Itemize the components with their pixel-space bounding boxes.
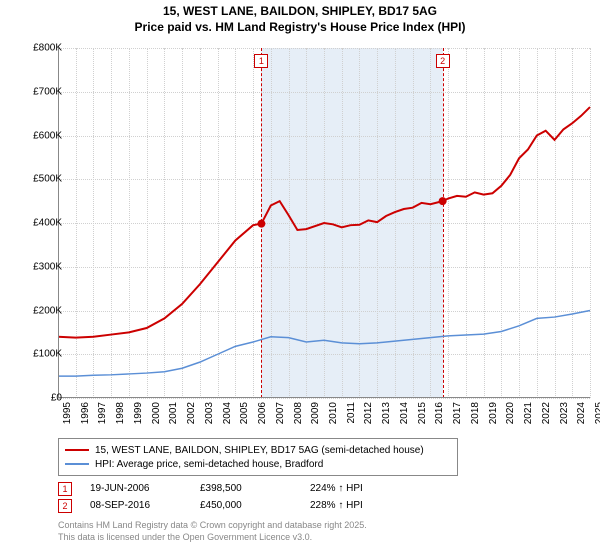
marker-dot-1	[257, 220, 265, 228]
x-tick-label: 2024	[576, 402, 587, 424]
x-tick-label: 2020	[505, 402, 516, 424]
data-point-date: 08-SEP-2016	[90, 500, 200, 511]
x-tick-label: 2010	[328, 402, 339, 424]
x-tick-label: 2018	[470, 402, 481, 424]
footer-attribution: Contains HM Land Registry data © Crown c…	[58, 520, 367, 543]
x-tick-label: 2001	[168, 402, 179, 424]
data-point-price: £398,500	[200, 483, 310, 494]
data-point-row: 1 19-JUN-2006£398,500224% ↑ HPI	[58, 480, 420, 497]
legend-swatch	[65, 463, 89, 465]
marker-data-table: 1 19-JUN-2006£398,500224% ↑ HPI 2 08-SEP-20…	[58, 480, 420, 514]
data-point-row: 2 08-SEP-2016£450,000228% ↑ HPI	[58, 497, 420, 514]
title-line-2: Price paid vs. HM Land Registry's House …	[0, 20, 600, 36]
gridline-v	[590, 48, 591, 398]
x-tick-label: 2009	[310, 402, 321, 424]
x-tick-label: 2013	[381, 402, 392, 424]
x-tick-label: 2023	[559, 402, 570, 424]
data-point-delta: 228% ↑ HPI	[310, 500, 420, 511]
footer-line-1: Contains HM Land Registry data © Crown c…	[58, 520, 367, 532]
marker-label-1: 1	[254, 54, 268, 68]
x-tick-label: 2002	[186, 402, 197, 424]
legend-swatch	[65, 449, 89, 451]
y-tick-label: £800K	[12, 43, 62, 54]
x-tick-label: 2019	[488, 402, 499, 424]
x-tick-label: 1996	[80, 402, 91, 424]
data-point-marker: 2	[58, 499, 72, 513]
x-tick-label: 2021	[523, 402, 534, 424]
title-block: 15, WEST LANE, BAILDON, SHIPLEY, BD17 5A…	[0, 0, 600, 37]
y-tick-label: £100K	[12, 349, 62, 360]
x-tick-label: 2014	[399, 402, 410, 424]
y-tick-label: £0	[12, 393, 62, 404]
footer-line-2: This data is licensed under the Open Gov…	[58, 532, 367, 544]
x-tick-label: 1997	[97, 402, 108, 424]
marker-label-2: 2	[436, 54, 450, 68]
chart-plot-area: 12	[58, 48, 590, 398]
x-tick-label: 2025	[594, 402, 600, 424]
x-tick-label: 2017	[452, 402, 463, 424]
x-tick-label: 1995	[62, 402, 73, 424]
y-tick-label: £400K	[12, 218, 62, 229]
x-tick-label: 2011	[346, 402, 357, 424]
data-point-date: 19-JUN-2006	[90, 483, 200, 494]
x-tick-label: 1998	[115, 402, 126, 424]
y-tick-label: £700K	[12, 86, 62, 97]
x-tick-label: 1999	[133, 402, 144, 424]
x-tick-label: 2000	[151, 402, 162, 424]
x-tick-label: 2016	[434, 402, 445, 424]
x-tick-label: 2012	[363, 402, 374, 424]
x-tick-label: 2022	[541, 402, 552, 424]
x-tick-label: 2015	[417, 402, 428, 424]
marker-dot-2	[439, 197, 447, 205]
y-tick-label: £600K	[12, 130, 62, 141]
data-point-marker: 1	[58, 482, 72, 496]
title-line-1: 15, WEST LANE, BAILDON, SHIPLEY, BD17 5A…	[0, 4, 600, 20]
y-tick-label: £200K	[12, 305, 62, 316]
chart-svg	[58, 48, 590, 398]
y-tick-label: £300K	[12, 261, 62, 272]
legend-row: HPI: Average price, semi-detached house,…	[65, 457, 451, 471]
legend-row: 15, WEST LANE, BAILDON, SHIPLEY, BD17 5A…	[65, 443, 451, 457]
series-line-property	[58, 107, 590, 338]
legend-text: 15, WEST LANE, BAILDON, SHIPLEY, BD17 5A…	[95, 445, 424, 456]
x-tick-label: 2005	[239, 402, 250, 424]
x-tick-label: 2004	[222, 402, 233, 424]
x-tick-label: 2008	[293, 402, 304, 424]
y-tick-label: £500K	[12, 174, 62, 185]
series-line-hpi	[58, 311, 590, 377]
plot-background: 12	[58, 48, 590, 398]
gridline-h	[58, 398, 590, 399]
legend-text: HPI: Average price, semi-detached house,…	[95, 459, 323, 470]
x-tick-label: 2007	[275, 402, 286, 424]
data-point-price: £450,000	[200, 500, 310, 511]
chart-container: 15, WEST LANE, BAILDON, SHIPLEY, BD17 5A…	[0, 0, 600, 560]
x-tick-label: 2003	[204, 402, 215, 424]
data-point-delta: 224% ↑ HPI	[310, 483, 420, 494]
legend-box: 15, WEST LANE, BAILDON, SHIPLEY, BD17 5A…	[58, 438, 458, 476]
x-tick-label: 2006	[257, 402, 268, 424]
